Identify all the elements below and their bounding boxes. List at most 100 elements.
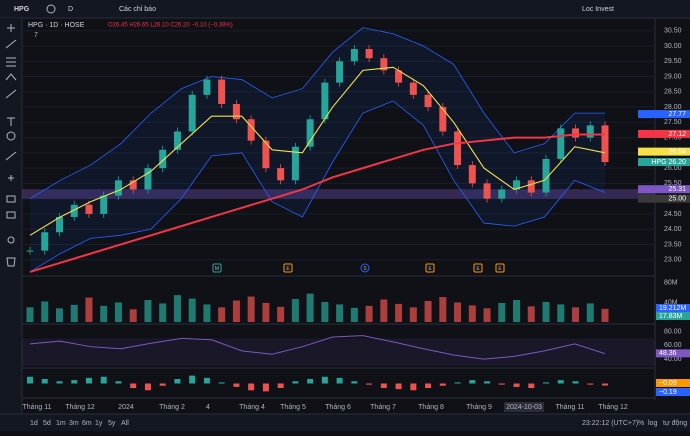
macd-bar [218,382,225,384]
volume-bar [468,305,476,322]
volume-bar [173,295,181,322]
candle [26,250,34,252]
event-label: M [215,266,219,272]
volume-bar [395,303,403,322]
price-tick-label: 27.00 [664,134,682,141]
price-tick-label: 26.00 [664,165,682,172]
tool-line[interactable] [5,39,17,49]
macd-bar [277,383,284,388]
volume-bar [483,308,491,322]
macd-bar [351,381,358,384]
time-label: Tháng 4 [239,404,265,411]
interval[interactable]: D [68,6,73,13]
volume-bar [586,303,594,322]
price-tag-label: 25.31 [668,186,686,193]
event-marker[interactable] [495,263,505,273]
range-button[interactable]: 3m [69,420,79,427]
volume-bar [188,298,196,322]
tool-magnet[interactable] [6,195,16,203]
range-button[interactable]: 1y [95,420,103,427]
time-label: 4 [206,404,210,411]
macd-bar [203,377,210,384]
volume-bar [336,304,344,322]
log-toggle[interactable]: log [648,420,657,427]
support-zone [22,189,655,199]
add-button[interactable] [46,4,56,14]
price-tag [638,158,690,167]
price-tag [638,194,690,203]
candle [498,189,506,199]
macd-bar [144,383,151,391]
macd-bar [292,381,299,384]
event-marker[interactable] [425,263,435,273]
tool-fib[interactable] [6,57,16,67]
event-marker[interactable] [473,263,483,273]
time-highlight [504,402,544,412]
topbar [0,0,690,18]
candle [306,119,314,147]
range-button[interactable]: 5y [108,420,116,427]
candle [336,61,344,83]
tool-text[interactable] [7,117,15,126]
tool-brush[interactable] [5,89,17,99]
price-tick-label: 23.50 [664,241,682,248]
volume-bar [306,293,314,322]
time-label: Tháng 12 [65,404,95,411]
price-tag [638,147,690,156]
event-marker[interactable] [283,263,293,273]
volume-bar [380,299,388,322]
tool-cross[interactable] [7,24,15,32]
price-tag-label: 26.54 [668,148,686,155]
volume-bar [144,300,152,322]
percent-toggle[interactable]: % [638,420,644,427]
tool-zoom[interactable] [8,175,14,181]
volume-bar [527,306,535,322]
auto-toggle[interactable]: tự động [663,420,687,427]
account[interactable]: Loc Invest [582,6,614,13]
price-tag [638,110,690,119]
range-button[interactable]: 6m [82,420,92,427]
indicators[interactable]: Các chỉ báo [119,5,156,13]
candle [144,168,152,190]
rsi-tag-label: 48.36 [659,350,677,357]
price-tick-label: 28.50 [664,89,682,96]
legend-ohlc: O26.45 H26.65 L26.10 C26.20 −0.10 (−0.38… [108,23,233,29]
time-label: Tháng 5 [280,404,306,411]
volume-bar [159,303,167,322]
event-marker[interactable] [360,263,370,273]
symbol[interactable]: HPG [14,6,30,13]
tool-emoji[interactable] [6,131,16,141]
tool-ruler[interactable] [5,151,17,161]
tool-trash[interactable] [6,257,16,267]
event-label: S [363,266,367,272]
tool-pattern[interactable] [5,73,17,81]
tool-eye[interactable] [7,236,15,244]
event-marker[interactable] [212,263,222,273]
macd-tag [656,388,690,396]
volume-bar [365,305,373,322]
macd-bar [484,381,491,384]
macd-bar [307,379,314,384]
legend-collapse[interactable]: 7 [34,32,38,39]
volume-bar [100,305,108,322]
range-button[interactable]: 1m [56,420,66,427]
price-tick-label: 24.50 [664,211,682,218]
macd-bar [71,380,78,384]
range-button[interactable]: All [121,420,129,427]
time-label: 2024 [118,404,134,411]
price-tag [638,129,690,138]
macd-tag [656,379,690,387]
candle [542,158,550,193]
upper-line [29,27,605,199]
tool-lock[interactable] [6,211,16,219]
range-button[interactable]: 5d [43,420,51,427]
volume-bar [424,300,432,322]
candle [218,79,226,104]
macd-bar [469,380,476,384]
event-label: E [286,266,290,272]
candle [85,204,93,214]
macd-bar [27,376,33,384]
range-button[interactable]: 1d [30,420,38,427]
volume-bar [557,304,565,322]
